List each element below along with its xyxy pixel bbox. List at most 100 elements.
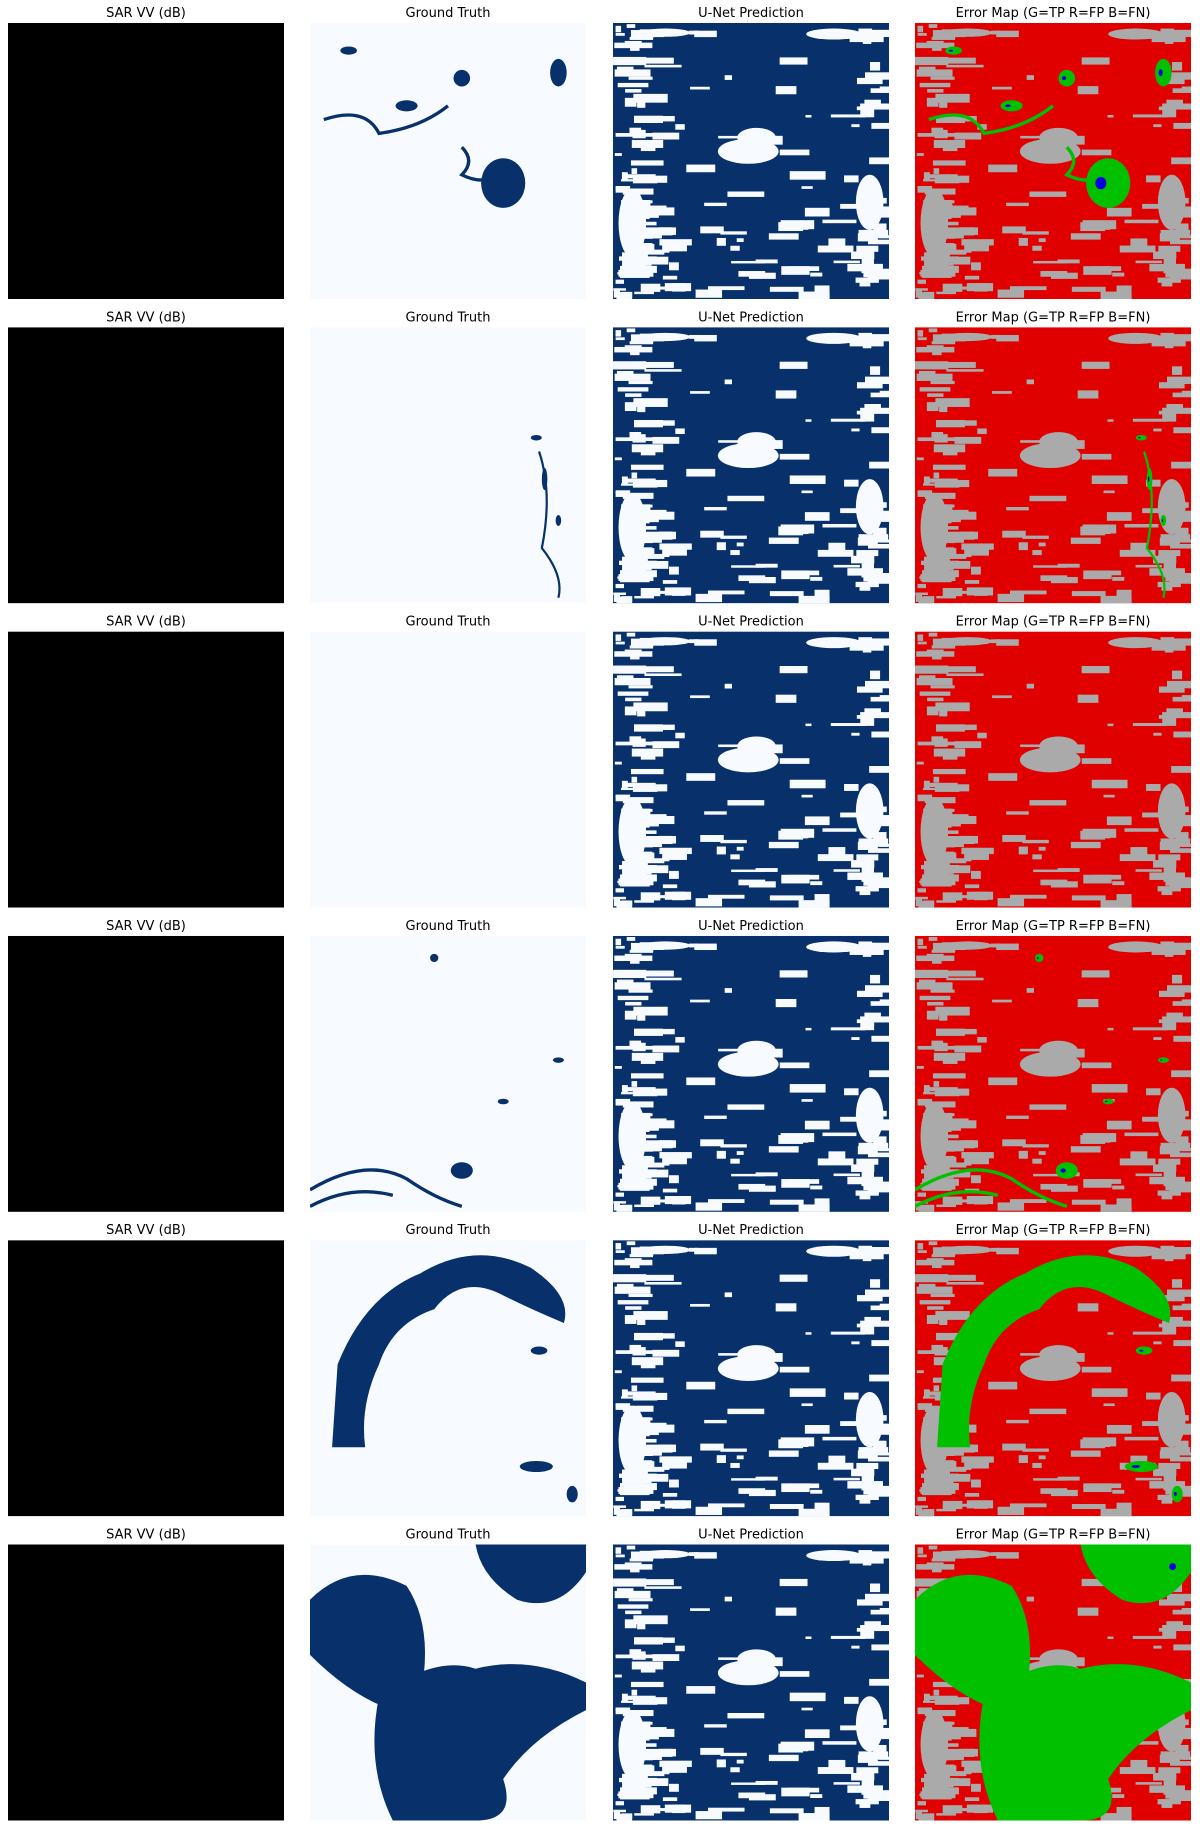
- prediction-dry: [857, 233, 878, 242]
- prediction-dry: [618, 269, 654, 277]
- prediction-dry: [862, 37, 872, 44]
- error-tn: [1132, 1331, 1168, 1335]
- prediction-dry: [730, 550, 740, 556]
- prediction-dry: [644, 64, 682, 68]
- prediction-dry: [869, 1279, 881, 1288]
- prediction-dry: [694, 943, 717, 951]
- prediction-dry: [822, 1436, 857, 1441]
- prediction-dry: [856, 410, 863, 415]
- error-tn: [1029, 800, 1067, 806]
- error-tn: [1057, 868, 1080, 872]
- water-region: [530, 434, 542, 441]
- water-region: [1160, 514, 1167, 527]
- prediction-dry: [718, 744, 751, 748]
- prediction-dry: [630, 1551, 644, 1559]
- error-tn: [957, 1028, 977, 1035]
- prediction-dry: [630, 1073, 664, 1079]
- error-tn: [1166, 72, 1191, 80]
- prediction-dry: [625, 1610, 642, 1615]
- prediction-dry: [864, 985, 889, 993]
- prediction-dry: [695, 1202, 723, 1211]
- error-tn: [932, 30, 946, 38]
- error-tn: [942, 755, 958, 760]
- error-tn: [1038, 1455, 1046, 1460]
- error-tn: [922, 1700, 936, 1703]
- error-tn: [988, 773, 1018, 781]
- error-tn: [916, 651, 955, 657]
- prediction-dry: [862, 341, 872, 349]
- prediction-dry: [828, 1151, 846, 1161]
- error-tn: [1081, 666, 1110, 674]
- error-tn: [1071, 895, 1106, 901]
- error-tn: [1039, 1649, 1078, 1669]
- prediction-dry: [686, 468, 716, 477]
- prediction-dry: [688, 334, 699, 339]
- prediction-dry: [621, 1813, 633, 1820]
- prediction-dry: [644, 1586, 682, 1589]
- prediction-dry: [633, 1615, 668, 1625]
- prediction-dry: [724, 988, 733, 993]
- error-tn: [1026, 683, 1035, 689]
- prediction-dry: [675, 732, 685, 739]
- panel-image: [613, 1240, 889, 1517]
- prediction-dry: [856, 1323, 863, 1328]
- error-tn: [954, 132, 982, 140]
- error-tn: [942, 1550, 993, 1559]
- prediction-dry: [789, 1743, 809, 1752]
- prediction-dry: [645, 1771, 670, 1775]
- prediction-dry: [624, 706, 637, 716]
- prediction-dry: [622, 869, 647, 875]
- prediction-dry: [633, 784, 659, 791]
- panel-image: [915, 327, 1191, 604]
- error-tn: [923, 1389, 930, 1399]
- prediction-dry: [633, 1637, 663, 1645]
- prediction-dry: [830, 723, 866, 727]
- error-tn: [1040, 879, 1068, 886]
- error-tn: [935, 1089, 961, 1095]
- error-tn: [1081, 149, 1112, 156]
- prediction-dry: [737, 736, 776, 756]
- prediction-dry: [631, 1385, 638, 1392]
- panel-image: [915, 23, 1191, 299]
- prediction-dry: [806, 1550, 862, 1562]
- error-tn: [1022, 535, 1049, 539]
- water-region: [340, 46, 357, 55]
- water-channel: [928, 104, 1115, 182]
- prediction-dry: [633, 1393, 659, 1399]
- error-tn: [924, 864, 948, 870]
- prediction-dry: [864, 376, 889, 384]
- error-tn: [942, 451, 958, 456]
- water-region: [1080, 1544, 1191, 1604]
- prediction-dry: [716, 1150, 726, 1159]
- error-tn: [1157, 1087, 1186, 1143]
- prediction-dry: [863, 576, 872, 582]
- error-tn: [923, 1085, 930, 1094]
- error-tn: [1119, 1158, 1156, 1166]
- error-tn: [936, 595, 956, 599]
- error-tn: [1026, 1596, 1035, 1602]
- error-tn: [942, 283, 963, 292]
- error-tn: [936, 291, 956, 295]
- error-tn: [916, 69, 953, 77]
- error-tn: [977, 1037, 987, 1043]
- prediction-dry: [629, 1649, 642, 1656]
- error-tn: [946, 200, 955, 204]
- error-tn: [1091, 1084, 1128, 1093]
- error-tn: [1153, 1468, 1177, 1477]
- error-tn: [946, 504, 955, 508]
- prediction-dry: [724, 379, 733, 385]
- error-tn: [1166, 680, 1191, 689]
- error-tn: [1107, 1636, 1114, 1639]
- prediction-dry: [615, 1554, 625, 1558]
- panel-title: U-Net Prediction: [698, 310, 804, 325]
- panel-image: [613, 631, 889, 908]
- prediction-dry: [862, 1558, 872, 1566]
- error-tn: [1146, 783, 1161, 791]
- error-tn: [1091, 1135, 1111, 1143]
- prediction-dry: [768, 233, 799, 240]
- error-tn: [1108, 941, 1164, 953]
- prediction-dry: [707, 1807, 745, 1812]
- prediction-dry: [868, 1761, 889, 1766]
- prediction-dry: [622, 560, 646, 566]
- prediction-dry: [801, 490, 813, 494]
